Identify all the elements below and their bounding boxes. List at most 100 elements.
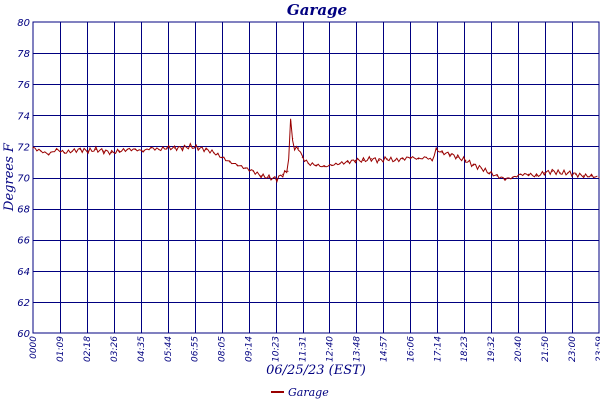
data-point bbox=[394, 159, 396, 161]
y-axis-ticks: 60 62 64 66 68 70 72 74 76 78 80 bbox=[17, 18, 30, 340]
y-tick-label: 74 bbox=[17, 111, 30, 122]
data-point bbox=[290, 120, 292, 123]
data-point bbox=[504, 178, 506, 180]
x-tick-label: 01:09 bbox=[56, 336, 66, 362]
data-point bbox=[465, 159, 467, 161]
y-tick-label: 80 bbox=[17, 18, 30, 29]
data-point bbox=[252, 170, 254, 172]
data-point bbox=[276, 178, 278, 180]
data-point bbox=[402, 158, 404, 160]
y-tick-label: 60 bbox=[17, 329, 30, 340]
data-point bbox=[575, 173, 577, 175]
data-point bbox=[362, 159, 364, 161]
data-point bbox=[158, 148, 160, 151]
y-tick-label: 76 bbox=[17, 80, 30, 91]
data-point bbox=[142, 150, 144, 152]
x-tick-label: 02:18 bbox=[83, 336, 93, 362]
data-point bbox=[79, 148, 81, 151]
series-line bbox=[32, 118, 598, 184]
x-tick-label: 20:40 bbox=[514, 336, 524, 362]
x-tick-label: 21:50 bbox=[541, 336, 551, 362]
y-tick-label: 62 bbox=[17, 298, 30, 309]
data-point bbox=[410, 156, 412, 158]
x-axis-label: 06/25/23 (EST) bbox=[266, 363, 366, 378]
x-tick-label: 12:40 bbox=[325, 336, 335, 362]
data-point bbox=[567, 172, 569, 174]
x-tick-label: 0000 bbox=[29, 336, 39, 359]
legend-label: Garage bbox=[288, 386, 329, 399]
x-tick-label: 08:05 bbox=[218, 336, 228, 362]
data-point bbox=[166, 147, 168, 149]
data-point bbox=[134, 148, 136, 151]
data-point bbox=[197, 147, 199, 149]
data-point bbox=[126, 148, 128, 151]
data-point bbox=[221, 156, 223, 158]
x-tick-label: 18:23 bbox=[460, 336, 470, 362]
x-tick-label: 16:06 bbox=[406, 336, 416, 362]
data-point bbox=[543, 172, 545, 174]
y-tick-label: 66 bbox=[17, 236, 30, 247]
data-point bbox=[435, 148, 437, 151]
data-point bbox=[551, 170, 553, 172]
x-tick-label: 04:35 bbox=[137, 336, 147, 362]
data-point bbox=[583, 175, 585, 177]
data-point bbox=[181, 147, 184, 149]
data-point bbox=[71, 150, 73, 152]
y-axis-label: Degrees F bbox=[2, 142, 17, 212]
data-point bbox=[598, 176, 600, 179]
chart-title: Garage bbox=[287, 1, 347, 19]
data-point bbox=[347, 161, 349, 163]
data-point bbox=[431, 159, 433, 161]
data-point bbox=[229, 161, 231, 163]
data-point bbox=[118, 150, 121, 152]
data-point bbox=[559, 172, 561, 174]
data-point bbox=[370, 158, 372, 160]
y-tick-label: 64 bbox=[17, 267, 30, 278]
data-point bbox=[294, 148, 296, 151]
data-point bbox=[520, 173, 522, 175]
data-point bbox=[48, 153, 50, 155]
data-point bbox=[40, 150, 42, 152]
data-point bbox=[472, 164, 475, 166]
data-point bbox=[457, 156, 459, 158]
x-tick-label: 17:14 bbox=[433, 336, 443, 362]
data-point bbox=[512, 176, 514, 179]
data-point bbox=[244, 167, 246, 169]
data-point bbox=[236, 164, 239, 166]
data-point bbox=[488, 172, 490, 174]
data-point bbox=[32, 147, 34, 149]
x-tick-label: 23:59 bbox=[595, 336, 600, 362]
data-point bbox=[174, 147, 176, 149]
plot-frame bbox=[32, 21, 600, 334]
x-tick-label: 19:32 bbox=[487, 336, 497, 362]
data-point bbox=[480, 167, 482, 169]
data-point bbox=[386, 158, 388, 160]
x-tick-label: 13:48 bbox=[352, 336, 362, 362]
data-point bbox=[111, 152, 113, 154]
data-point bbox=[205, 148, 207, 151]
x-tick-label: 10:23 bbox=[272, 336, 282, 362]
x-tick-label: 05:44 bbox=[164, 336, 174, 362]
data-point bbox=[150, 147, 152, 149]
data-point bbox=[95, 148, 97, 151]
data-point bbox=[213, 152, 215, 154]
x-tick-label: 11:31 bbox=[299, 336, 309, 362]
x-tick-label: 14:57 bbox=[379, 336, 389, 362]
data-point bbox=[378, 159, 380, 161]
data-point bbox=[63, 152, 66, 154]
data-point bbox=[331, 164, 333, 166]
y-tick-label: 78 bbox=[17, 49, 30, 60]
data-point bbox=[301, 156, 303, 158]
legend: Garage bbox=[271, 386, 329, 399]
data-point bbox=[354, 159, 357, 161]
data-point bbox=[307, 162, 309, 165]
x-tick-label: 23:00 bbox=[568, 336, 578, 362]
data-point bbox=[323, 166, 325, 168]
data-point bbox=[292, 138, 294, 140]
data-point bbox=[260, 175, 262, 177]
data-point bbox=[528, 173, 530, 175]
data-point bbox=[425, 156, 427, 158]
x-tick-label: 06:55 bbox=[191, 336, 201, 362]
